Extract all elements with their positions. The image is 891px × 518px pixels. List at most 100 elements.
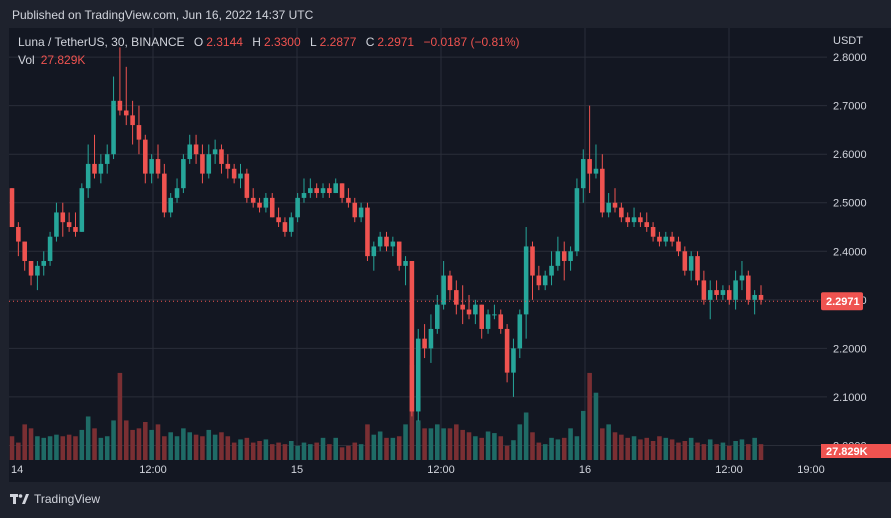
volume-bar xyxy=(587,372,592,460)
candle-body xyxy=(162,173,167,213)
volume-bar xyxy=(701,444,707,460)
volume-bar xyxy=(276,442,281,460)
volume-bar xyxy=(269,444,275,460)
volume-bar xyxy=(631,436,637,460)
volume-bar xyxy=(733,441,738,460)
candle-body xyxy=(434,304,440,329)
candle-body xyxy=(263,197,269,208)
candle-body xyxy=(549,265,554,276)
candle-body xyxy=(517,314,523,349)
volume-bar xyxy=(130,429,135,460)
volume-bar xyxy=(612,432,618,460)
volume-bar xyxy=(149,429,154,460)
volume-label[interactable]: Vol xyxy=(18,53,35,67)
candle-body xyxy=(244,173,250,198)
candle-body xyxy=(479,304,484,329)
candle-body xyxy=(365,207,370,257)
volume-bar xyxy=(257,441,262,460)
candle-body xyxy=(409,260,415,412)
candle-body xyxy=(561,251,567,261)
volume-bar xyxy=(473,436,478,460)
volume-bar xyxy=(447,428,453,460)
volume-bar xyxy=(22,424,27,460)
volume-bar xyxy=(580,410,586,460)
candle-body xyxy=(85,163,91,189)
candle-body xyxy=(619,207,624,218)
volume-bar xyxy=(460,429,465,460)
candle-body xyxy=(320,188,326,194)
symbol-name[interactable]: Luna / TetherUS, 30, BINANCE xyxy=(18,35,185,49)
volume-bar xyxy=(98,437,104,460)
volume-bar xyxy=(568,428,573,460)
volume-bar xyxy=(339,447,345,460)
volume-bar xyxy=(638,439,643,460)
volume-bar xyxy=(320,437,326,460)
volume-bar xyxy=(346,445,351,460)
volume-bar xyxy=(66,434,72,460)
last-volume-badge xyxy=(821,444,891,458)
volume-bar xyxy=(726,445,732,460)
volume-bar xyxy=(193,434,199,460)
candle-body xyxy=(231,168,237,179)
candle-body xyxy=(155,159,161,174)
candle-body xyxy=(663,236,669,242)
candle-body xyxy=(28,260,34,276)
candle-body xyxy=(73,227,78,232)
volume-bar xyxy=(289,441,294,460)
volume-bar xyxy=(212,434,218,460)
volume-bar xyxy=(314,442,319,460)
candle-body xyxy=(66,222,72,228)
time-tick-label: 19:00 xyxy=(797,464,825,476)
volume-bar xyxy=(536,442,542,460)
volume-bar xyxy=(384,437,389,460)
volume-bar xyxy=(352,442,358,460)
candle-body xyxy=(707,290,713,300)
candle-body xyxy=(41,260,47,266)
candle-body xyxy=(187,144,193,160)
volume-bar xyxy=(669,439,675,460)
time-tick-label: 16 xyxy=(579,464,591,476)
volume-bar xyxy=(35,436,40,460)
volume-bar xyxy=(403,424,408,460)
volume-bar xyxy=(600,428,605,460)
brand-name: TradingView xyxy=(34,492,101,506)
footer-brand[interactable]: TradingView xyxy=(10,492,100,506)
volume-bar xyxy=(549,437,554,460)
volume-bar xyxy=(244,437,250,460)
time-axis[interactable] xyxy=(9,460,891,482)
low-value: 2.2877 xyxy=(319,35,357,49)
volume-bar xyxy=(377,431,383,460)
currency-label[interactable]: USDT xyxy=(833,35,863,47)
volume-bar xyxy=(168,432,173,460)
volume-bar xyxy=(162,436,167,460)
price-tick-label: 2.1000 xyxy=(833,392,867,404)
volume-bar xyxy=(54,434,59,460)
volume-bar xyxy=(327,444,332,460)
candle-body xyxy=(587,159,592,174)
candle-body xyxy=(16,227,21,242)
time-tick-label: 14 xyxy=(11,464,23,476)
open-value: 2.3144 xyxy=(206,35,243,49)
candle-body xyxy=(104,154,110,164)
candle-body xyxy=(720,290,726,295)
candle-body xyxy=(644,222,650,228)
volume-bar xyxy=(143,422,148,460)
tradingview-logo-icon xyxy=(10,494,29,504)
volume-bar xyxy=(441,428,446,460)
candle-body xyxy=(371,246,377,257)
last-price-label: 2.2971 xyxy=(826,296,860,308)
volume-bar xyxy=(206,429,212,460)
volume-bar xyxy=(295,445,300,460)
candle-body xyxy=(92,163,97,174)
candle-body xyxy=(22,241,27,261)
low-label: L xyxy=(309,35,317,49)
candle-body xyxy=(612,202,618,208)
price-axis[interactable] xyxy=(827,28,891,460)
volume-bar xyxy=(606,424,611,460)
volume-bar xyxy=(92,428,97,460)
volume-bar xyxy=(504,445,510,460)
candle-body xyxy=(492,314,497,316)
last-price-badge xyxy=(821,292,863,311)
candle-body xyxy=(504,328,510,373)
